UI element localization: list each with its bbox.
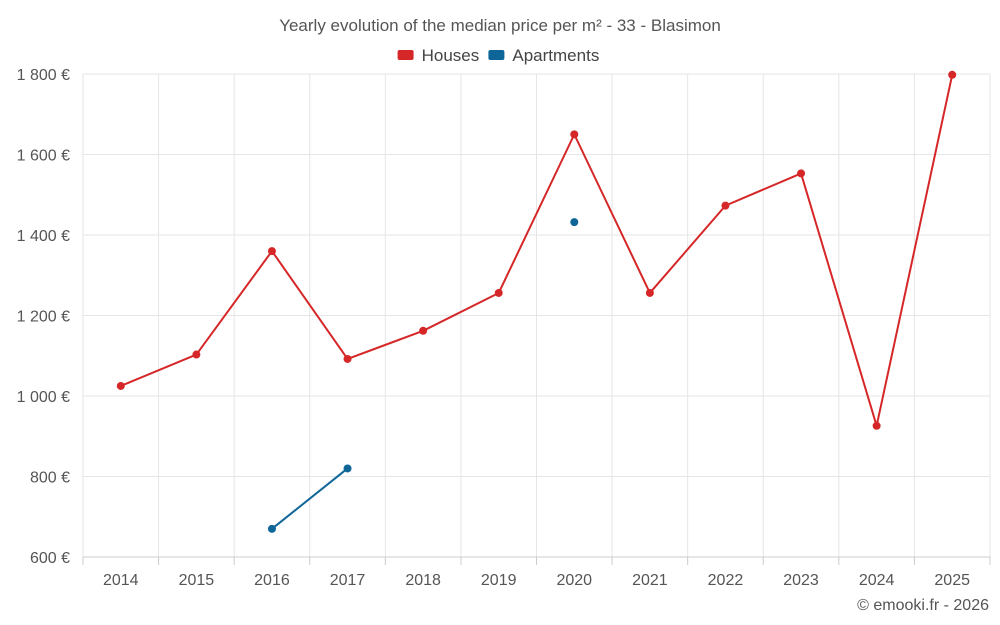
legend-label-apartments: Apartments <box>512 46 599 65</box>
grid <box>82 73 991 558</box>
credit-text: © emooki.fr - 2026 <box>857 597 989 614</box>
houses-point <box>267 247 276 256</box>
houses-point <box>872 421 881 430</box>
houses-point <box>948 70 957 79</box>
legend-label-houses: Houses <box>422 46 480 65</box>
legend-swatch-apartments <box>488 50 505 60</box>
x-axis: 2014 2015 2016 2017 2018 2019 2020 2021 2022 2023… <box>82 557 991 589</box>
y-tick-label: 1 600 € <box>17 148 70 165</box>
y-axis: 600 € 800 € 1 000 € 1 200 € 1 400 € 1 600 € 1 … <box>17 67 70 567</box>
houses-point <box>645 288 654 297</box>
houses-point <box>116 381 125 390</box>
apartments-point <box>267 524 276 533</box>
x-tick-label: 2023 <box>783 572 819 589</box>
y-tick-label: 800 € <box>30 470 70 487</box>
legend-swatch-houses <box>397 50 414 60</box>
houses-point <box>494 288 503 297</box>
houses-point <box>721 201 730 210</box>
x-tick-label: 2025 <box>934 572 970 589</box>
houses-point <box>570 130 579 139</box>
apartments-point <box>343 464 352 473</box>
houses-point <box>419 326 428 335</box>
apartments-series-line <box>272 222 574 529</box>
houses-point <box>192 350 201 359</box>
x-tick-label: 2015 <box>179 572 215 589</box>
y-tick-label: 1 000 € <box>17 389 70 406</box>
y-tick-label: 1 400 € <box>17 228 70 245</box>
apartments-point <box>570 218 579 227</box>
x-tick-label: 2021 <box>632 572 668 589</box>
chart-title: Yearly evolution of the median price per… <box>279 16 721 35</box>
houses-point <box>343 354 352 363</box>
x-tick-label: 2018 <box>405 572 441 589</box>
y-tick-label: 600 € <box>30 550 70 567</box>
houses-point <box>797 169 806 178</box>
x-tick-label: 2017 <box>330 572 366 589</box>
x-tick-label: 2016 <box>254 572 290 589</box>
legend: Houses Apartments <box>397 46 599 65</box>
x-tick-label: 2020 <box>556 572 592 589</box>
y-tick-label: 1 200 € <box>17 309 70 326</box>
x-tick-label: 2022 <box>708 572 744 589</box>
x-tick-label: 2014 <box>103 572 139 589</box>
houses-series-line <box>120 74 954 427</box>
y-tick-label: 1 800 € <box>17 67 70 84</box>
x-tick-label: 2024 <box>859 572 895 589</box>
x-tick-label: 2019 <box>481 572 517 589</box>
series-layer <box>116 70 957 533</box>
